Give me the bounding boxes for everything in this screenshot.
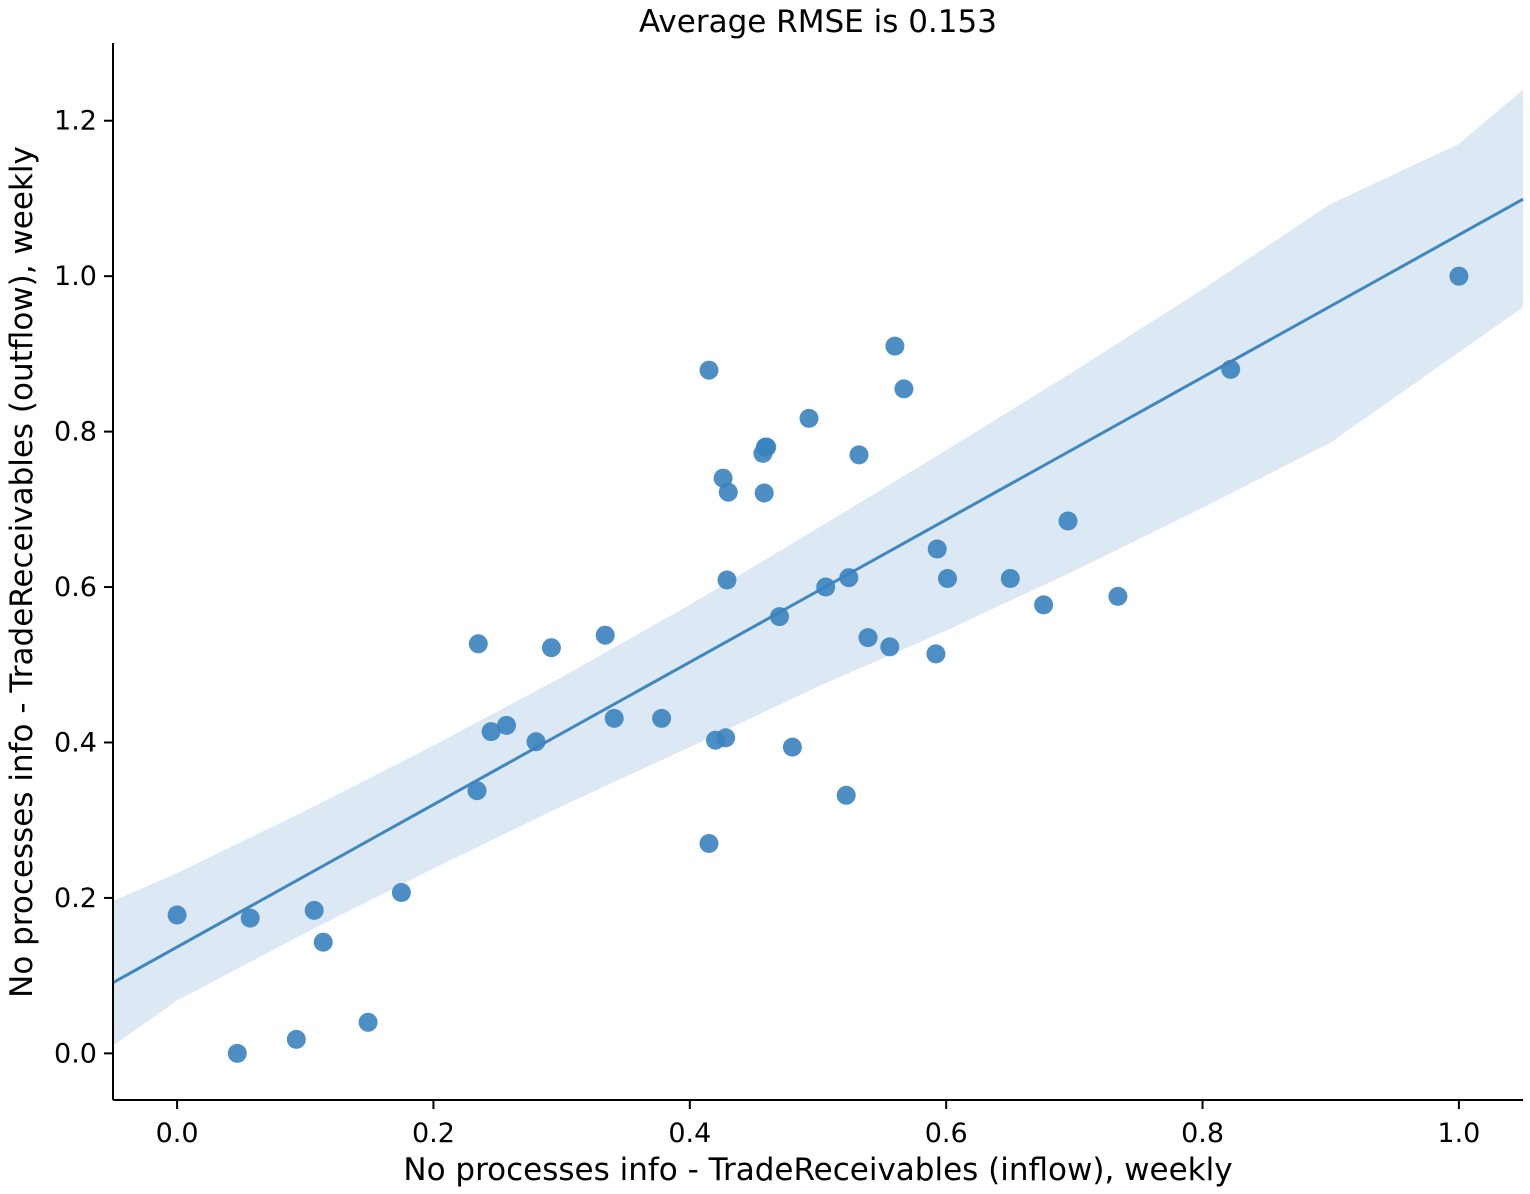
data-point xyxy=(468,634,488,654)
x-tick-label: 1.0 xyxy=(1437,1118,1480,1149)
y-tick-label: 0.2 xyxy=(54,883,97,914)
y-tick-label: 0.0 xyxy=(54,1038,97,1069)
y-tick-label: 0.4 xyxy=(54,727,97,758)
data-point xyxy=(497,715,516,735)
data-point xyxy=(1108,586,1128,606)
data-point xyxy=(754,483,774,503)
data-point xyxy=(391,883,411,902)
data-points-layer xyxy=(167,266,1469,1063)
data-point xyxy=(227,1043,247,1063)
data-point xyxy=(858,628,878,648)
x-tick-label: 0.8 xyxy=(1181,1118,1224,1149)
data-point xyxy=(1000,569,1020,588)
x-tick-label: 0.2 xyxy=(412,1118,455,1149)
data-point xyxy=(717,570,737,590)
y-tick-label: 0.6 xyxy=(54,572,97,603)
data-point xyxy=(467,781,487,801)
data-point xyxy=(358,1012,378,1032)
x-tick-label: 0.0 xyxy=(156,1118,199,1149)
x-tick-label: 0.4 xyxy=(668,1118,711,1149)
chart-title: Average RMSE is 0.153 xyxy=(639,4,997,40)
data-point xyxy=(816,577,836,597)
data-point xyxy=(240,908,260,928)
data-point xyxy=(799,408,819,428)
y-tick-label: 1.0 xyxy=(54,261,97,292)
data-point xyxy=(699,360,719,380)
data-point xyxy=(1034,595,1054,615)
confidence-band xyxy=(113,89,1523,1046)
data-point xyxy=(526,732,546,752)
data-point xyxy=(1221,359,1241,379)
data-point xyxy=(927,539,947,559)
data-point xyxy=(716,728,736,748)
data-point xyxy=(757,437,777,457)
data-point xyxy=(880,637,900,657)
data-point xyxy=(167,905,187,925)
y-axis-ticks: 0.0 0.2 0.4 0.6 0.8 1.0 1.2 xyxy=(54,106,113,1069)
data-point xyxy=(286,1029,306,1049)
data-point xyxy=(894,379,914,399)
x-axis-label: No processes info - TradeReceivables (in… xyxy=(403,1152,1232,1188)
data-point xyxy=(304,900,324,920)
data-point xyxy=(836,785,856,805)
y-tick-label: 0.8 xyxy=(54,417,97,448)
confidence-band-layer xyxy=(113,89,1523,1046)
data-point xyxy=(849,445,869,465)
y-tick-label: 1.2 xyxy=(54,106,97,137)
data-point xyxy=(938,569,957,588)
data-point xyxy=(652,708,672,728)
data-point xyxy=(1058,511,1078,531)
data-point xyxy=(885,336,905,356)
data-point xyxy=(926,644,946,664)
data-point xyxy=(1449,266,1469,286)
data-point xyxy=(770,607,789,627)
data-point xyxy=(481,722,501,742)
y-axis-label: No processes info - TradeReceivables (ou… xyxy=(4,146,40,998)
data-point xyxy=(604,708,624,728)
data-point xyxy=(782,737,802,757)
data-point xyxy=(541,638,561,658)
data-point xyxy=(839,568,859,588)
x-tick-label: 0.6 xyxy=(925,1118,968,1149)
x-axis-ticks: 0.0 0.2 0.4 0.6 0.8 1.0 xyxy=(156,1100,1480,1149)
data-point xyxy=(595,625,615,645)
data-point xyxy=(313,932,333,952)
data-point xyxy=(699,834,719,853)
data-point xyxy=(718,482,738,502)
